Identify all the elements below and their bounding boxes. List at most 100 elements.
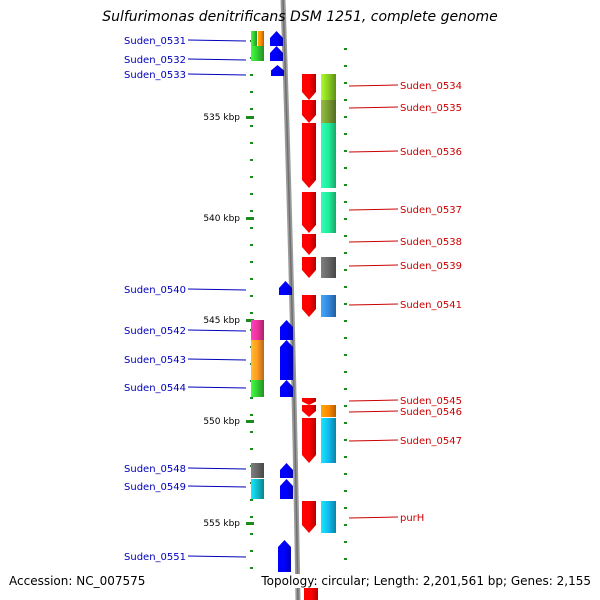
minor-tick: [250, 91, 253, 93]
reverse-gene-arrow: [302, 295, 316, 317]
topology-text: Topology: circular; Length: 2,201,561 bp…: [261, 574, 591, 588]
gene-label-leader: [187, 358, 247, 361]
gene-label-leader: [348, 84, 399, 87]
minor-tick: [250, 108, 253, 110]
cog-track-box: [251, 31, 257, 46]
minor-tick: [250, 516, 253, 518]
minor-tick: [344, 405, 347, 407]
minor-tick: [344, 201, 347, 203]
gene-label-leader: [348, 150, 399, 153]
gene-label-leader: [187, 73, 247, 76]
scale-tick: [246, 522, 254, 525]
genome-title: Sulfurimonas denitrificans DSM 1251, com…: [102, 9, 498, 25]
gene-label-leader: [348, 303, 399, 306]
forward-gene-arrow: [271, 65, 284, 76]
scale-tick-label: 545 kbp: [203, 316, 240, 326]
minor-tick: [250, 397, 253, 399]
minor-tick: [250, 567, 253, 569]
left-gene-label: Suden_0551: [124, 552, 186, 563]
reverse-gene-arrow: [302, 234, 316, 255]
gene-label-leader: [348, 208, 399, 211]
minor-tick: [250, 210, 253, 212]
minor-tick: [344, 286, 347, 288]
gene-label-leader: [187, 485, 247, 488]
minor-tick: [344, 82, 347, 84]
cog-track-box: [321, 295, 336, 317]
gene-label-leader: [187, 329, 247, 332]
forward-gene-arrow: [280, 340, 293, 380]
minor-tick: [344, 99, 347, 101]
reverse-gene-arrow: [302, 123, 316, 188]
minor-tick: [250, 448, 253, 450]
minor-tick: [344, 184, 347, 186]
minor-tick: [250, 533, 253, 535]
minor-tick: [344, 507, 347, 509]
left-gene-label: Suden_0540: [124, 285, 186, 296]
minor-tick: [344, 65, 347, 67]
cog-track-box: [321, 74, 336, 100]
left-gene-label: Suden_0549: [124, 482, 186, 493]
right-gene-label: Suden_0535: [400, 103, 462, 114]
gene-label-leader: [348, 240, 399, 243]
minor-tick: [250, 261, 253, 263]
minor-tick: [250, 142, 253, 144]
right-gene-label: Suden_0537: [400, 205, 462, 216]
reverse-gene-arrow: [302, 405, 316, 417]
minor-tick: [344, 150, 347, 152]
minor-tick: [344, 473, 347, 475]
minor-tick: [250, 312, 253, 314]
minor-tick: [250, 227, 253, 229]
minor-tick: [344, 456, 347, 458]
gene-label-leader: [348, 399, 399, 402]
right-gene-label: Suden_0547: [400, 436, 462, 447]
left-gene-label: Suden_0543: [124, 355, 186, 366]
gene-label-leader: [187, 555, 247, 558]
forward-gene-arrow: [279, 281, 292, 295]
minor-tick: [250, 244, 253, 246]
forward-gene-arrow: [280, 463, 293, 478]
cog-track-box: [321, 100, 336, 123]
right-gene-label: Suden_0538: [400, 237, 462, 248]
left-gene-label: Suden_0544: [124, 383, 186, 394]
forward-gene-arrow: [280, 320, 293, 340]
minor-tick: [344, 337, 347, 339]
right-gene-label: Suden_0541: [400, 300, 462, 311]
reverse-gene-arrow: [302, 100, 316, 123]
scale-tick: [246, 319, 254, 322]
minor-tick: [250, 295, 253, 297]
left-gene-label: Suden_0542: [124, 326, 186, 337]
minor-tick: [344, 558, 347, 560]
reverse-gene-arrow: [302, 501, 316, 533]
reverse-gene-arrow: [302, 192, 316, 233]
minor-tick: [344, 320, 347, 322]
forward-gene-arrow: [280, 479, 293, 499]
minor-tick: [344, 439, 347, 441]
minor-tick: [250, 74, 253, 76]
left-gene-label: Suden_0548: [124, 464, 186, 475]
minor-tick: [344, 167, 347, 169]
gene-label-leader: [187, 58, 247, 61]
scale-tick: [246, 217, 254, 220]
cog-track-box: [321, 192, 336, 233]
reverse-gene-arrow: [302, 418, 316, 463]
scale-tick-label: 540 kbp: [203, 214, 240, 224]
cog-track-box: [251, 320, 264, 340]
forward-gene-arrow: [280, 380, 293, 397]
cog-track-box: [321, 501, 336, 533]
minor-tick: [344, 218, 347, 220]
minor-tick: [344, 252, 347, 254]
minor-tick: [344, 524, 347, 526]
scale-tick-label: 555 kbp: [203, 519, 240, 529]
minor-tick: [250, 414, 253, 416]
reverse-gene-arrow: [302, 257, 316, 278]
gene-label-leader: [187, 288, 247, 291]
minor-tick: [344, 48, 347, 50]
cog-track-box: [321, 418, 336, 463]
minor-tick: [344, 354, 347, 356]
cog-track-box: [251, 340, 264, 380]
gene-label-leader: [348, 106, 399, 109]
minor-tick: [250, 125, 253, 127]
gene-label-leader: [348, 439, 399, 442]
minor-tick: [344, 303, 347, 305]
